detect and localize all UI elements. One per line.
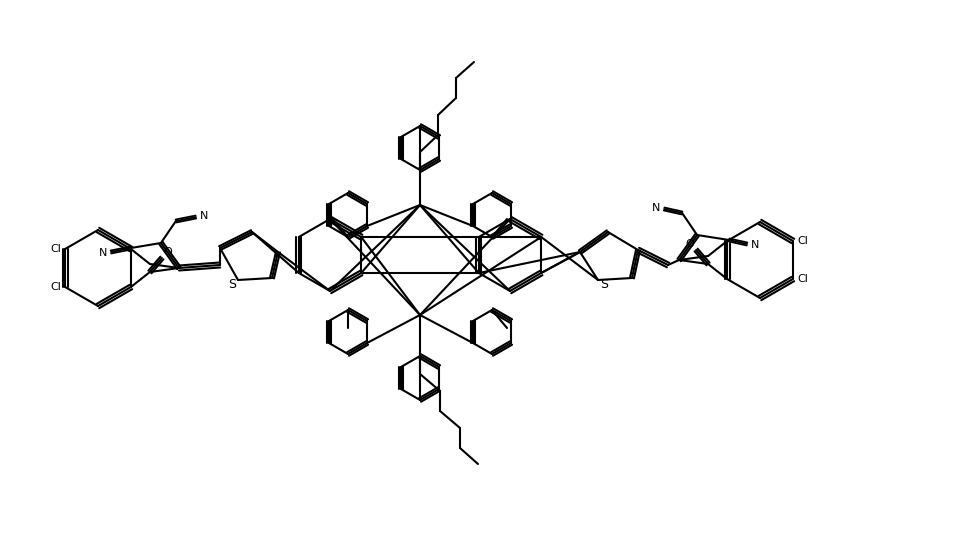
Text: Cl: Cl bbox=[51, 282, 61, 292]
Text: N: N bbox=[751, 240, 759, 250]
Text: S: S bbox=[228, 279, 236, 292]
Text: Cl: Cl bbox=[796, 236, 808, 246]
Text: N: N bbox=[651, 203, 660, 213]
Text: N: N bbox=[200, 211, 208, 221]
Text: S: S bbox=[600, 279, 608, 292]
Text: O: O bbox=[686, 239, 694, 249]
Text: O: O bbox=[163, 247, 172, 257]
Text: Cl: Cl bbox=[796, 274, 808, 284]
Text: Cl: Cl bbox=[51, 244, 61, 254]
Text: N: N bbox=[98, 248, 107, 258]
